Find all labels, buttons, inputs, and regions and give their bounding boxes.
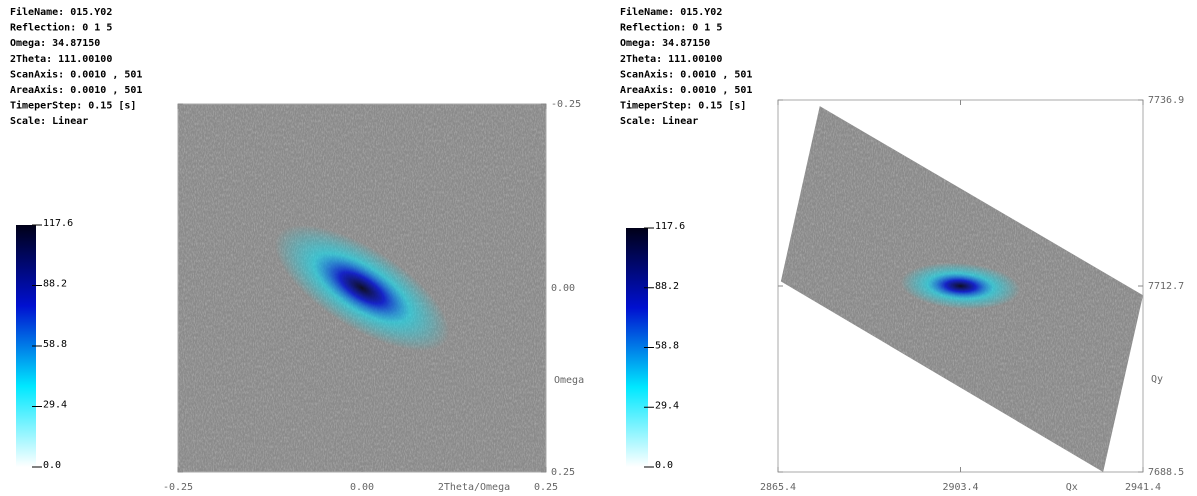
x-axis-label: Qx xyxy=(1066,482,1078,493)
info-line: ScanAxis: 0.0010 , 501 xyxy=(620,68,752,80)
x-tick-label: 2903.4 xyxy=(942,482,978,493)
x-axis-label: 2Theta/Omega xyxy=(438,482,510,493)
info-line: 2Theta: 111.00100 xyxy=(10,54,112,65)
info-line: Reflection: 0 1 5 xyxy=(10,22,112,34)
info-line: Omega: 34.87150 xyxy=(620,38,710,49)
info-line: TimeperStep: 0.15 [s] xyxy=(10,100,136,112)
info-line: AreaAxis: 0.0010 , 501 xyxy=(10,84,142,96)
y-tick-label: 0.25 xyxy=(551,467,575,478)
info-line: AreaAxis: 0.0010 , 501 xyxy=(620,84,752,96)
colorbar-tick-label: 117.6 xyxy=(43,218,73,229)
x-tick-label: 0.00 xyxy=(350,482,374,493)
colorbar-tick-label: 0.0 xyxy=(43,460,61,471)
y-tick-label: -0.25 xyxy=(551,99,581,110)
info-line: Omega: 34.87150 xyxy=(10,38,100,49)
y-tick-label: 0.00 xyxy=(551,283,575,294)
peak xyxy=(274,225,450,351)
y-tick-label: 7712.7 xyxy=(1148,281,1184,292)
colorbar-tick-label: 58.8 xyxy=(43,339,67,350)
colorbar-tick-label: 0.0 xyxy=(655,460,673,471)
colorbar-tick-label: 88.2 xyxy=(43,279,67,290)
info-line: Scale: Linear xyxy=(620,115,698,127)
peak xyxy=(900,262,1021,310)
y-axis-label: Omega xyxy=(554,375,584,386)
colorbar xyxy=(16,225,36,467)
colorbar-tick-label: 117.6 xyxy=(655,221,685,232)
info-line: FileName: 015.Y02 xyxy=(10,6,112,18)
y-tick-label: 7688.5 xyxy=(1148,467,1184,478)
colorbar-tick-label: 29.4 xyxy=(655,400,679,411)
colorbar-tick-label: 29.4 xyxy=(43,400,67,411)
y-tick-label: 7736.9 xyxy=(1148,95,1184,106)
y-axis-label: Qy xyxy=(1151,374,1163,385)
colorbar-tick-label: 58.8 xyxy=(655,341,679,352)
info-line: TimeperStep: 0.15 [s] xyxy=(620,100,746,112)
info-line: Scale: Linear xyxy=(10,115,88,127)
info-line: ScanAxis: 0.0010 , 501 xyxy=(10,68,142,80)
x-tick-label: 2865.4 xyxy=(760,482,796,493)
colorbar xyxy=(626,228,648,467)
x-tick-label: 0.25 xyxy=(534,482,558,493)
info-line: FileName: 015.Y02 xyxy=(620,6,722,18)
info-line: 2Theta: 111.00100 xyxy=(620,54,722,65)
x-tick-label: -0.25 xyxy=(163,482,193,493)
colorbar-tick-label: 88.2 xyxy=(655,281,679,292)
x-tick-label: 2941.4 xyxy=(1125,482,1161,493)
info-line: Reflection: 0 1 5 xyxy=(620,22,722,34)
